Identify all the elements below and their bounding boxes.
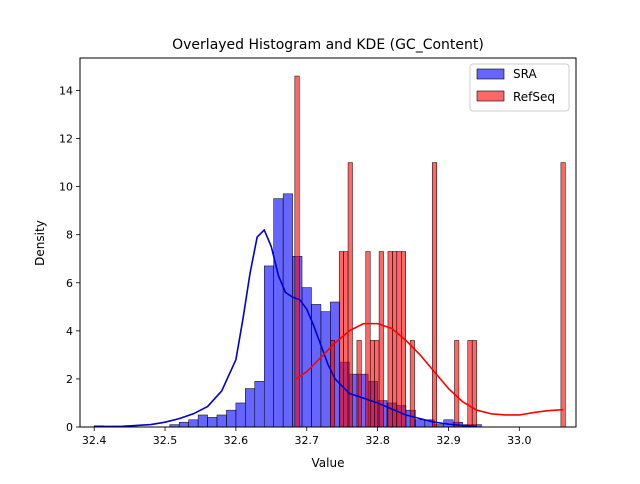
sra-histogram-bar (320, 311, 331, 428)
legend-swatch-refseq (476, 90, 505, 102)
y-axis-label: Density (33, 220, 47, 266)
sra-histogram-bar (282, 193, 293, 428)
y-tick-label: 0 (66, 421, 73, 434)
y-tick-label: 14 (59, 84, 73, 97)
x-tick-label: 33.0 (507, 434, 532, 447)
refseq-histogram-bar (369, 340, 375, 428)
x-tick-label: 32.8 (365, 434, 390, 447)
y-tick-label: 4 (66, 325, 73, 338)
y-tick-label: 12 (59, 133, 73, 146)
refseq-histogram-bar (454, 340, 460, 428)
refseq-histogram-bar (560, 162, 566, 428)
refseq-histogram-bar (392, 251, 398, 428)
x-tick-label: 32.5 (153, 434, 178, 447)
y-tick-label: 10 (59, 181, 73, 194)
sra-histogram-bar (254, 381, 265, 428)
legend-label-sra: SRA (513, 67, 537, 81)
refseq-histogram-bar (387, 251, 393, 428)
x-tick-label: 32.4 (82, 434, 107, 447)
sra-histogram-bar (188, 419, 199, 428)
refseq-histogram-bar (471, 340, 477, 428)
x-tick-label: 32.6 (224, 434, 249, 447)
axes-frame (79, 57, 577, 428)
sra-histogram-bar (216, 414, 227, 428)
y-tick-label: 2 (66, 373, 73, 386)
refseq-histogram-bar (409, 340, 415, 428)
legend-label-refseq: RefSeq (513, 90, 555, 104)
y-tick-label: 8 (66, 229, 73, 242)
refseq-histogram-bar (330, 340, 336, 428)
sra-histogram-bar (178, 421, 189, 428)
sra-histogram-bar (207, 417, 218, 428)
sra-histogram-bar (415, 419, 426, 428)
sra-histogram-bar (273, 198, 284, 428)
sra-histogram-bar (226, 409, 237, 428)
refseq-histogram-bar (356, 340, 362, 428)
refseq-histogram-bar (378, 251, 384, 428)
x-axis-label: Value (312, 456, 345, 470)
chart-title: Overlayed Histogram and KDE (GC_Content) (172, 37, 484, 53)
legend-swatch-sra (476, 68, 505, 80)
refseq-histogram-bar (343, 251, 349, 428)
refseq-kde-line (295, 322, 564, 416)
sra-histogram-bar (263, 265, 274, 428)
sra-histogram-bar (245, 388, 256, 428)
sra-histogram-bar (197, 414, 208, 428)
refseq-histogram-bar (374, 340, 380, 428)
x-tick-label: 32.9 (436, 434, 461, 447)
refseq-histogram-bar (347, 162, 353, 428)
refseq-histogram-bar (294, 75, 300, 428)
refseq-histogram-bar (467, 340, 473, 428)
sra-kde-line (94, 229, 477, 428)
legend: SRA RefSeq (469, 63, 570, 112)
sra-histogram-bar (235, 402, 246, 428)
y-tick-label: 6 (66, 277, 73, 290)
x-tick-label: 32.7 (294, 434, 319, 447)
refseq-histogram-bar (396, 251, 402, 428)
refseq-histogram-bar (432, 162, 437, 428)
